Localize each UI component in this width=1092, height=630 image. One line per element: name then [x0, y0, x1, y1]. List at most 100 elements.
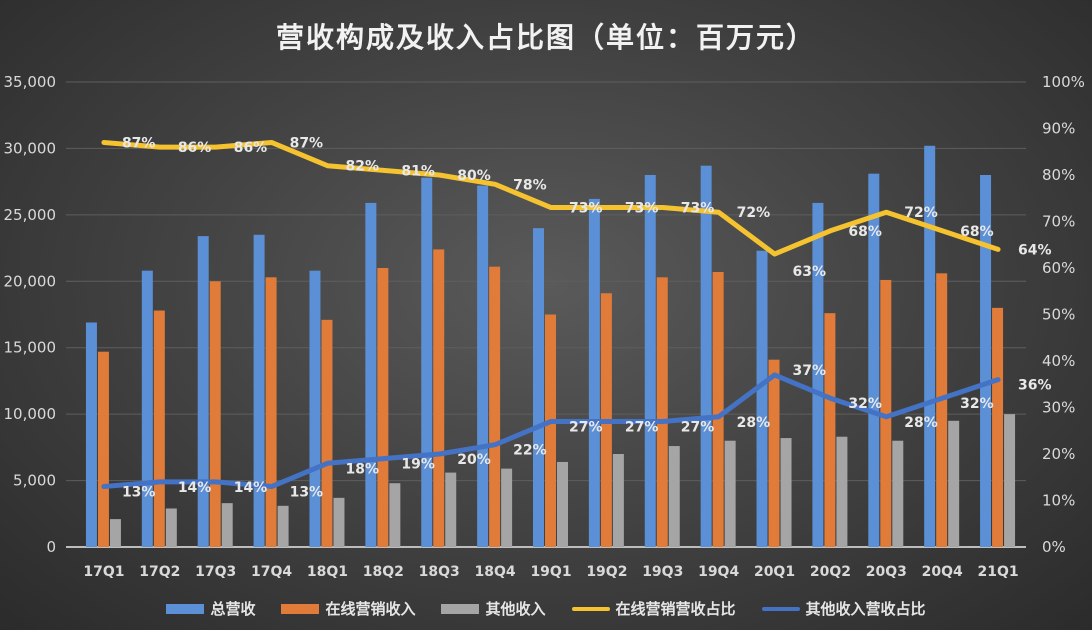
line-other-ratio: [101, 372, 1001, 490]
legend-swatch: [281, 603, 320, 614]
data-label: 87%: [122, 135, 156, 151]
bar-other: [780, 438, 792, 547]
y-right-tick: 10%: [1042, 492, 1075, 510]
x-tick: 21Q1: [977, 564, 1018, 580]
y-left-tick: 10,000: [4, 405, 57, 423]
legend-item-other: 其他收入: [441, 598, 546, 619]
bar-online: [545, 314, 556, 547]
bar-online: [265, 277, 277, 547]
x-tick: 17Q1: [83, 564, 124, 580]
x-tick: 17Q2: [139, 564, 180, 580]
data-label: 78%: [513, 177, 547, 193]
x-tick: 18Q1: [307, 564, 348, 580]
legend-label: 其他收入营收占比: [805, 600, 926, 618]
bar-total: [253, 234, 265, 548]
bar-other: [501, 468, 513, 547]
data-label: 13%: [290, 485, 324, 501]
data-label: 36%: [1018, 378, 1052, 394]
x-tick: 20Q3: [866, 564, 907, 580]
data-label: 14%: [234, 480, 268, 496]
bar-total: [141, 270, 153, 547]
data-label: 64%: [1018, 242, 1052, 258]
data-label: 86%: [234, 140, 268, 156]
bar-total: [365, 202, 377, 547]
chart-title: 营收构成及收入占比图（单位：百万元）: [275, 21, 816, 54]
bar-total: [588, 198, 600, 547]
data-label: 68%: [960, 224, 994, 240]
bar-other: [445, 472, 457, 547]
data-label: 32%: [848, 396, 882, 412]
y-right-tick: 0%: [1042, 538, 1066, 556]
data-label: 28%: [737, 415, 771, 431]
legend-swatch: [761, 606, 800, 611]
bar-total: [197, 236, 209, 547]
data-label: 27%: [569, 419, 603, 435]
bar-online: [880, 279, 892, 547]
bar-total: [700, 165, 712, 547]
legend-label: 其他收入: [485, 600, 546, 618]
x-tick: 20Q1: [754, 564, 795, 580]
y-left-tick: 35,000: [4, 73, 57, 91]
bar-total: [980, 175, 992, 547]
data-label: 72%: [737, 205, 771, 221]
x-tick: 18Q2: [363, 564, 404, 580]
y-right-tick: 20%: [1042, 445, 1075, 463]
bar-online: [656, 277, 668, 547]
data-label: 73%: [681, 201, 715, 217]
data-label: 72%: [904, 205, 938, 221]
x-tick: 17Q3: [195, 564, 236, 580]
data-label: 32%: [960, 396, 994, 412]
bar-online: [97, 351, 109, 547]
bar-online: [936, 273, 948, 547]
y-left-tick: 30,000: [4, 139, 57, 157]
data-label: 73%: [569, 201, 603, 217]
bar-online: [321, 319, 333, 547]
y-right-tick: 90%: [1042, 120, 1075, 138]
bar-online: [489, 266, 501, 547]
bar-online: [433, 249, 445, 547]
bar-other: [668, 446, 680, 547]
y-right-tick: 80%: [1042, 166, 1075, 184]
bar-other: [892, 440, 904, 547]
x-tick: 18Q3: [419, 564, 460, 580]
data-label: 86%: [178, 140, 212, 156]
data-label: 28%: [904, 415, 938, 431]
bar-online: [768, 359, 780, 547]
legend-item-online-ratio: 在线营销营收占比: [571, 598, 736, 619]
data-label: 81%: [401, 163, 435, 179]
data-label: 18%: [345, 461, 379, 477]
y-right-tick: 50%: [1042, 306, 1075, 324]
bar-total: [812, 202, 824, 547]
bar-other: [333, 497, 345, 547]
bar-online: [209, 281, 221, 547]
legend-swatch: [166, 603, 205, 614]
y-left-tick: 25,000: [4, 206, 57, 224]
bar-total: [756, 250, 768, 547]
bar-other: [836, 436, 848, 547]
y-left-tick: 0: [46, 538, 56, 556]
y-right-tick: 100%: [1042, 73, 1085, 91]
y-left-tick: 20,000: [4, 272, 57, 290]
bar-other: [612, 454, 624, 547]
y-right-tick: 70%: [1042, 213, 1075, 231]
y-left-tick: 5,000: [13, 472, 56, 490]
x-tick: 19Q2: [586, 564, 627, 580]
legend-label: 总营收: [210, 600, 256, 618]
bar-online: [377, 268, 389, 547]
data-label: 68%: [848, 224, 882, 240]
data-label: 19%: [401, 457, 435, 473]
legend-item-online: 在线营销收入: [281, 598, 415, 619]
bar-other: [277, 505, 289, 547]
data-label: 87%: [290, 135, 324, 151]
bar-total: [309, 270, 321, 547]
legend-item-total: 总营收: [166, 598, 255, 619]
bar-total: [421, 177, 433, 547]
bar-other: [948, 420, 960, 547]
data-label: 27%: [681, 419, 715, 435]
x-tick: 19Q1: [530, 564, 571, 580]
x-tick: 19Q4: [698, 564, 739, 580]
bar-online: [824, 313, 836, 547]
bar-total: [533, 228, 544, 547]
data-label: 73%: [625, 201, 659, 217]
data-label: 27%: [625, 419, 659, 435]
